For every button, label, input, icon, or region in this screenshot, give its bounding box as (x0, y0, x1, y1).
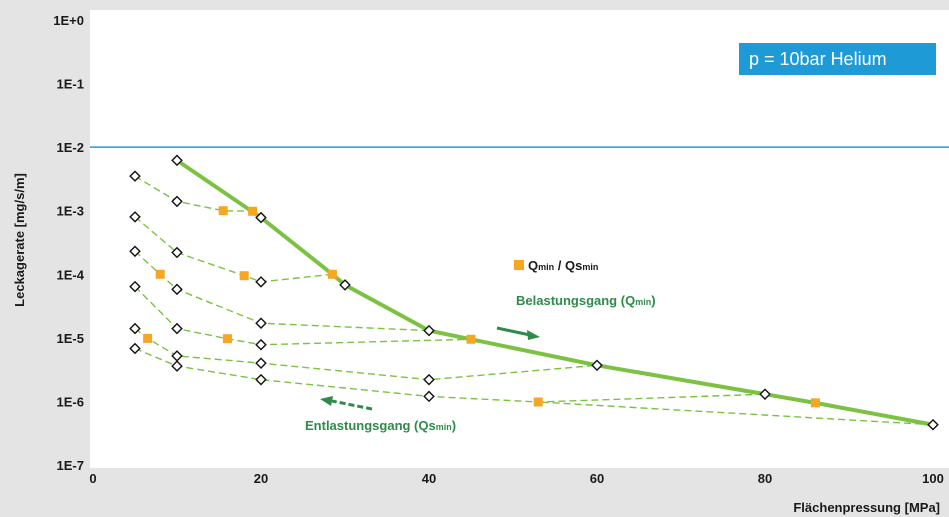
y-tick-label: 1E-4 (57, 267, 85, 282)
plot-area (90, 10, 949, 468)
x-tick-label: 100 (922, 471, 944, 486)
x-tick-label: 20 (254, 471, 268, 486)
qmin-marker (240, 271, 249, 280)
y-axis-title: Leckagerate [mg/s/m] (12, 173, 27, 307)
qmin-marker (223, 334, 232, 343)
x-tick-label: 0 (89, 471, 96, 486)
qmin-marker (534, 397, 543, 406)
legend-qmin-swatch (514, 260, 524, 270)
y-tick-label: 1E-1 (57, 77, 84, 92)
y-tick-label: 1E+0 (53, 13, 84, 28)
pressure-condition-badge: p = 10bar Helium (739, 43, 936, 75)
y-tick-labels: 1E+0 1E-1 1E-2 1E-3 1E-4 1E-5 1E-6 1E-7 (53, 13, 84, 473)
loading-label: Belastungsgang (Qmin) (516, 293, 656, 308)
x-tick-label: 40 (422, 471, 436, 486)
qmin-marker (248, 207, 257, 216)
qmin-marker (219, 206, 228, 215)
qmin-marker (467, 335, 476, 344)
x-tick-labels: 0 20 40 60 80 100 (89, 471, 943, 486)
y-tick-label: 1E-3 (57, 204, 84, 219)
x-tick-label: 80 (758, 471, 772, 486)
qmin-marker (143, 334, 152, 343)
qmin-marker (328, 270, 337, 279)
y-tick-label: 1E-5 (57, 331, 84, 346)
x-axis-title: Flächenpressung [MPa] (793, 500, 940, 515)
x-tick-label: 60 (590, 471, 604, 486)
y-tick-label: 1E-6 (57, 394, 84, 409)
qmin-marker (156, 270, 165, 279)
unloading-label: Entlastungsgang (Qsmin) (305, 418, 456, 433)
y-tick-label: 1E-7 (57, 458, 84, 473)
qmin-marker (811, 398, 820, 407)
y-tick-label: 1E-2 (57, 140, 84, 155)
